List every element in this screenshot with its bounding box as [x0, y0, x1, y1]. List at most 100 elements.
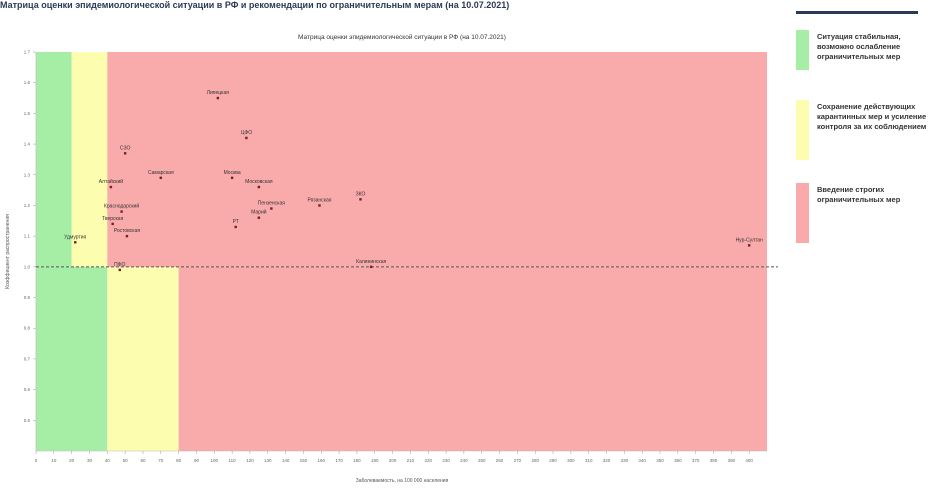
point-label: РТ — [233, 219, 239, 225]
point-marker — [125, 234, 129, 238]
x-tick-label: 110 — [229, 458, 237, 463]
point-marker — [74, 241, 77, 244]
x-tick-label: 90 — [194, 458, 200, 463]
x-tick-label: 380 — [710, 458, 718, 463]
legend-label: Сохранение действующих карантинных мер и… — [817, 102, 927, 131]
x-tick-label: 170 — [335, 458, 343, 463]
zone-yellow-2 — [71, 52, 108, 267]
point-label: Марий — [251, 209, 267, 216]
y-tick-label: 0.5 — [24, 418, 31, 423]
header-rule — [796, 11, 918, 14]
x-tick-label: 10 — [51, 458, 57, 463]
x-tick-label: 240 — [460, 458, 468, 463]
y-tick-label: 0.9 — [24, 295, 31, 300]
y-axis-label: Коэффициент распространения — [5, 214, 11, 289]
x-tick-label: 310 — [585, 458, 593, 463]
point-marker — [159, 176, 163, 180]
x-tick-label: 30 — [87, 458, 93, 463]
data-point: Самарская — [148, 170, 174, 180]
data-point: Московская — [245, 179, 273, 189]
x-tick-label: 370 — [692, 458, 700, 463]
x-tick-label: 190 — [371, 458, 379, 463]
point-marker — [747, 244, 751, 247]
y-tick-label: 0.6 — [24, 387, 31, 392]
x-tick-label: 130 — [264, 458, 272, 463]
data-point: РТ — [233, 219, 239, 229]
point-marker — [230, 176, 234, 180]
point-label: Краснодарский — [104, 203, 139, 210]
point-marker — [257, 216, 261, 219]
y-tick-label: 1.2 — [24, 203, 31, 208]
point-marker — [270, 207, 273, 210]
x-tick-label: 300 — [567, 458, 575, 463]
y-tick-label: 1.5 — [24, 111, 31, 116]
x-tick-label: 150 — [300, 458, 308, 463]
point-label: ЦФО — [241, 130, 253, 136]
zone-green-0 — [36, 266, 108, 451]
point-label: СЗО — [120, 145, 131, 151]
x-tick-label: 340 — [638, 458, 646, 463]
point-label: Удмуртия — [64, 234, 86, 240]
point-marker — [123, 152, 127, 155]
point-label: Липецкая — [207, 90, 230, 96]
point-label: Московская — [245, 179, 273, 185]
x-tick-label: 80 — [176, 458, 182, 463]
data-point: Пензенская — [258, 201, 285, 210]
x-tick-label: 320 — [603, 458, 611, 463]
point-label: Рязанская — [307, 197, 331, 203]
x-tick-label: 390 — [728, 458, 736, 463]
x-tick-label: 70 — [158, 458, 164, 463]
point-marker — [109, 185, 113, 189]
data-point: Марий — [251, 209, 267, 219]
chart-title: Матрица оценки эпидемиологической ситуац… — [298, 33, 506, 41]
zone-yellow-3 — [107, 266, 179, 451]
point-label: Пензенская — [258, 201, 285, 207]
x-tick-label: 400 — [745, 458, 753, 463]
point-label: Нур-Султан — [736, 237, 763, 243]
x-tick-label: 330 — [621, 458, 629, 463]
x-tick-label: 260 — [496, 458, 504, 463]
x-tick-label: 0 — [35, 458, 38, 463]
x-tick-label: 280 — [531, 458, 539, 463]
data-point: Краснодарский — [104, 203, 139, 213]
data-point: Рязанская — [307, 197, 332, 207]
point-label: Ростовская — [114, 228, 141, 234]
data-point: Нур-Султан — [736, 237, 763, 247]
y-tick-label: 1.6 — [24, 80, 31, 85]
legend-swatch — [796, 30, 809, 70]
data-point: Липецкая — [207, 90, 230, 100]
point-marker — [234, 225, 237, 229]
y-tick-label: 0.8 — [24, 326, 31, 331]
y-tick-label: 1.3 — [24, 172, 31, 177]
x-tick-label: 160 — [318, 458, 326, 463]
data-points: ЦФО Москва Липецкая СЗО Самарская Алтайский Кр… — [64, 90, 763, 272]
point-marker — [111, 222, 114, 226]
zone-green-1 — [36, 52, 72, 267]
data-point: Калининская — [356, 259, 386, 269]
data-point: СЗО — [120, 145, 131, 155]
point-marker — [318, 204, 321, 207]
x-tick-label: 250 — [478, 458, 486, 463]
data-point: Алтайский — [99, 178, 124, 189]
x-tick-label: 270 — [514, 458, 522, 463]
legend-label: Введение строгих ограничительных мер — [817, 185, 901, 204]
point-marker — [216, 96, 220, 100]
legend-swatch — [796, 183, 809, 243]
point-label: Калининская — [356, 259, 386, 265]
x-tick-label: 200 — [389, 458, 397, 463]
point-marker — [369, 265, 373, 269]
x-tick-label: 20 — [69, 458, 75, 463]
x-tick-label: 350 — [656, 458, 664, 463]
x-tick-label: 220 — [424, 458, 432, 463]
data-point: ЦФО — [241, 130, 253, 140]
zone-red-4 — [107, 52, 767, 267]
data-point: Москва — [224, 170, 241, 180]
point-marker — [120, 210, 123, 213]
legend-label: Ситуация стабильная, возможно ослабление… — [817, 32, 901, 61]
point-marker — [359, 198, 362, 201]
point-marker — [245, 136, 248, 140]
data-point: ПФО — [114, 262, 126, 272]
x-tick-label: 210 — [407, 458, 415, 463]
point-label: Алтайский — [99, 178, 124, 185]
x-tick-label: 100 — [211, 458, 219, 463]
